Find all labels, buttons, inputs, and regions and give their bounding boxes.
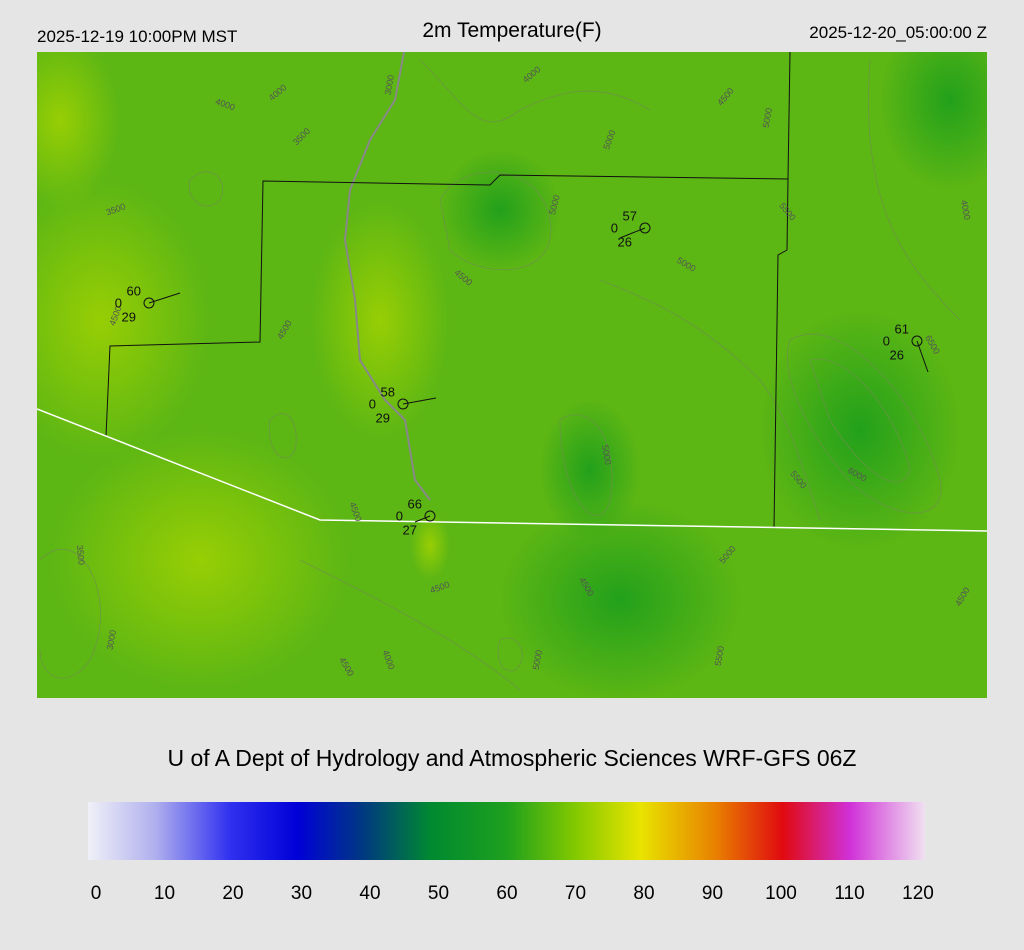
station-temperature: 66 (408, 496, 422, 511)
contour-label: 5000 (761, 107, 774, 128)
station-circle (143, 297, 155, 309)
colorbar-tick-label: 100 (765, 883, 797, 904)
colorbar-tick-label: 80 (633, 883, 654, 904)
station-dewpoint: 26 (890, 347, 904, 362)
station-dewpoint: 26 (618, 234, 632, 249)
station-wind: 0 (115, 295, 122, 310)
contour-label: 3000 (105, 629, 118, 650)
colorbar-tick-label: 0 (91, 883, 102, 904)
colorbar-tick-label: 30 (291, 883, 312, 904)
station-dewpoint: 29 (122, 309, 136, 324)
station-temperature: 61 (895, 321, 909, 336)
contour-label: 5500 (713, 645, 726, 666)
colorbar-tick-label: 90 (702, 883, 723, 904)
contour-label: 3500 (75, 545, 87, 566)
station-temperature: 60 (127, 283, 141, 298)
colorbar-tick-label: 70 (565, 883, 586, 904)
wind-barb (619, 227, 646, 239)
station-dewpoint: 29 (376, 410, 390, 425)
station-temperature: 58 (381, 384, 395, 399)
credit: U of A Dept of Hydrology and Atmospheric… (167, 745, 856, 771)
contour-label: 3000 (383, 74, 396, 95)
station-dewpoint: 27 (403, 522, 417, 537)
colorbar-tick-label: 60 (496, 883, 517, 904)
station-circle (397, 398, 409, 410)
colorbar-tick-label: 20 (222, 883, 243, 904)
colorbar (88, 802, 925, 860)
station-temperature: 57 (623, 208, 637, 223)
utc-time: 2025-12-20_05:00:00 Z (809, 23, 987, 42)
colorbar-tick-label: 10 (154, 883, 175, 904)
wind-barb (402, 397, 437, 405)
title: 2m Temperature(F) (422, 19, 601, 42)
contour-label: 5000 (600, 444, 613, 465)
local-time: 2025-12-19 10:00PM MST (37, 27, 237, 46)
colorbar-tick-label: 110 (834, 883, 864, 904)
contour-label: 5000 (531, 649, 544, 670)
wind-barb (414, 515, 431, 523)
station-wind: 0 (611, 220, 618, 235)
colorbar-tick-label: 120 (902, 883, 934, 904)
station-circle (639, 222, 651, 234)
station-wind: 0 (369, 396, 376, 411)
station-wind: 0 (883, 333, 890, 348)
colorbar-tick-label: 40 (359, 883, 380, 904)
colorbar-tick-label: 50 (428, 883, 449, 904)
contour-label: 4000 (959, 199, 972, 220)
station-circle (424, 510, 436, 522)
station-wind: 0 (396, 508, 403, 523)
station-circle (911, 335, 923, 347)
